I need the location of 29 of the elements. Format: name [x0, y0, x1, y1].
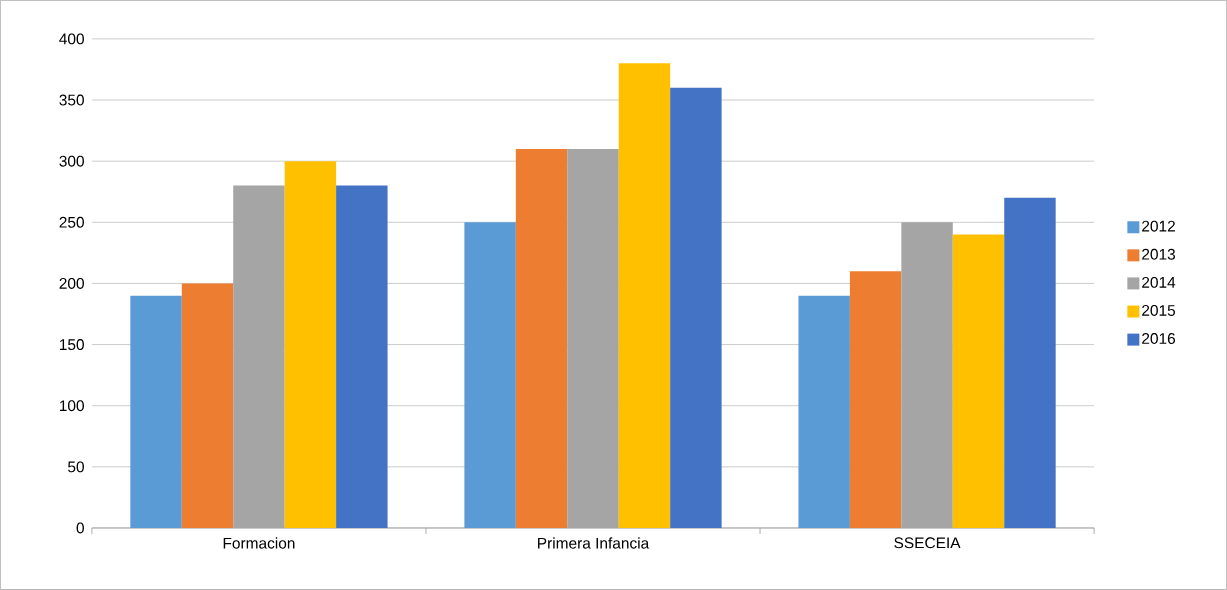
y-tick-label: 0 — [76, 522, 84, 534]
bar — [515, 148, 568, 529]
bar — [849, 271, 902, 529]
bar — [336, 185, 388, 529]
bar — [1004, 197, 1056, 529]
y-tick-label: 300 — [59, 155, 84, 167]
y-tick-label: 350 — [59, 94, 84, 106]
y-tick-label: 250 — [59, 216, 84, 228]
bar — [181, 283, 234, 529]
legend-label: 2015 — [1142, 305, 1176, 316]
x-tick-label: Formacion — [223, 537, 295, 549]
legend-label: 2014 — [1142, 276, 1176, 288]
bar — [670, 87, 722, 529]
bar — [464, 222, 516, 529]
x-tick-label: SSECEIA — [894, 537, 961, 549]
legend-label: 2013 — [1142, 248, 1176, 260]
bar — [618, 63, 671, 529]
y-tick-label: 200 — [59, 278, 84, 289]
bar — [798, 295, 850, 529]
legend-label: 2012 — [1142, 220, 1175, 232]
y-tick-label: 400 — [59, 33, 84, 45]
bar — [952, 234, 1005, 529]
bar — [130, 295, 182, 529]
legend-label: 2016 — [1142, 333, 1176, 345]
y-tick-label: 150 — [59, 339, 84, 351]
bar — [284, 161, 337, 529]
y-tick-label: 50 — [68, 461, 84, 473]
y-tick-label: 100 — [59, 400, 84, 412]
x-tick-label: Primera Infancia — [538, 537, 650, 549]
